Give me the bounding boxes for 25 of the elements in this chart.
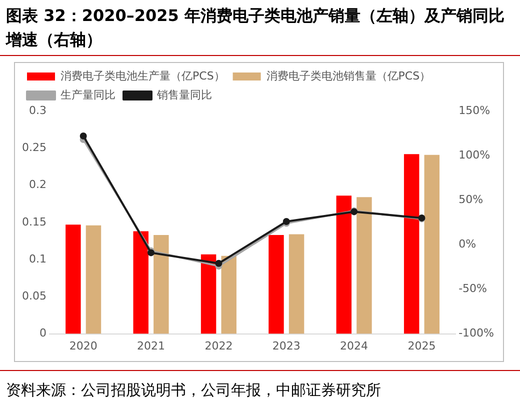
x-tick-label: 2020 bbox=[69, 339, 98, 352]
legend-label: 生产量同比 bbox=[60, 88, 116, 102]
legend-label: 消费电子类电池生产量（亿PCS） bbox=[60, 69, 225, 82]
y2-tick-label: -100% bbox=[458, 326, 494, 340]
y-tick-label: 0.05 bbox=[22, 290, 46, 303]
y-tick-label: 0.2 bbox=[28, 178, 46, 192]
y-tick-label: 0.3 bbox=[28, 104, 46, 117]
chart-title: 图表 32：2020–2025 年消费电子类电池产销量（左轴）及产销同比增速（右轴） bbox=[0, 0, 520, 56]
y-tick-label: 0.1 bbox=[28, 252, 46, 266]
y2-tick-label: 0% bbox=[458, 238, 476, 251]
x-tick-label: 2023 bbox=[272, 339, 300, 352]
legend-label: 销售量同比 bbox=[156, 88, 212, 102]
text: 资料来源：公司招股说明书，公司年报，中邮证券研究所 bbox=[0, 370, 520, 400]
y-tick-label: 0 bbox=[39, 326, 46, 340]
x-tick-label: 2021 bbox=[137, 339, 166, 352]
y2-tick-label: 150% bbox=[458, 104, 490, 117]
x-tick-label: 2022 bbox=[204, 339, 233, 352]
y2-tick-label: 50% bbox=[458, 192, 484, 206]
y-tick-label: 0.25 bbox=[22, 140, 46, 154]
legend-label: 消费电子类电池销售量（亿PCS） bbox=[266, 69, 431, 82]
y-tick-label: 0.15 bbox=[22, 215, 46, 228]
y2-tick-label: 100% bbox=[458, 148, 490, 162]
x-tick-label: 2025 bbox=[408, 339, 436, 352]
y2-tick-label: -50% bbox=[458, 282, 488, 296]
x-tick-label: 2024 bbox=[340, 339, 368, 352]
